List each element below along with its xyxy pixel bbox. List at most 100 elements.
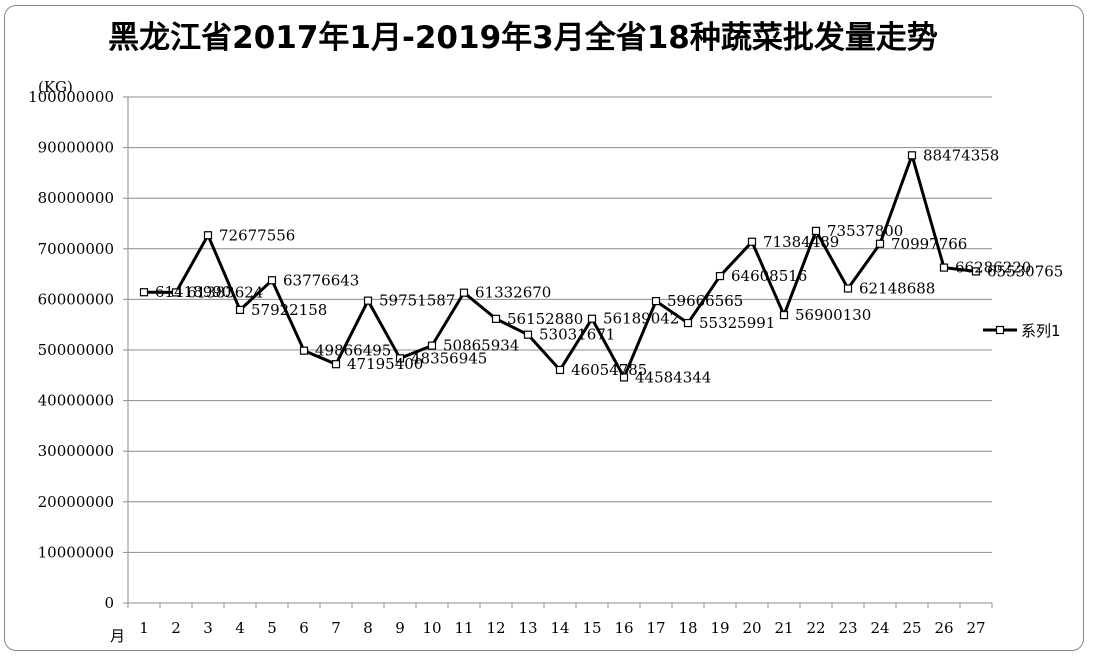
data-label: 71384489 [763, 233, 839, 251]
data-point [907, 151, 917, 160]
data-point [139, 288, 149, 297]
y-tick-label: 20000000 [38, 493, 114, 511]
data-point [235, 305, 245, 315]
data-label: 63776643 [283, 271, 359, 289]
data-point [715, 271, 725, 281]
y-tick-label: 50000000 [38, 341, 114, 359]
data-point [331, 360, 341, 369]
chart-frame [4, 5, 1084, 651]
x-tick-label: 21 [774, 619, 793, 637]
data-point [811, 226, 821, 235]
legend-label: 系列1 [1021, 322, 1061, 340]
data-label: 50865934 [443, 337, 519, 355]
data-label: 49866495 [315, 342, 391, 360]
data-point [171, 288, 181, 297]
x-tick-label: 8 [363, 619, 373, 637]
data-point [971, 267, 981, 276]
x-tick-label: 6 [299, 619, 309, 637]
data-point [747, 237, 757, 246]
y-tick-label: 80000000 [38, 189, 114, 207]
x-tick-label: 15 [582, 619, 601, 637]
x-tick-label: 2 [171, 619, 181, 637]
data-point [651, 296, 661, 306]
data-point [843, 284, 853, 293]
data-label: 59666565 [667, 292, 743, 310]
x-tick-label: 24 [870, 619, 889, 637]
data-point [299, 346, 309, 355]
x-tick-label: 17 [646, 619, 665, 637]
data-point [267, 276, 277, 285]
data-label: 64608516 [731, 267, 807, 285]
x-tick-label: 14 [550, 619, 569, 637]
data-label: 61383624 [187, 283, 263, 301]
x-tick-label: 22 [806, 619, 825, 637]
x-tick-label: 13 [518, 619, 537, 637]
data-point [555, 365, 565, 375]
data-label: 53031671 [539, 326, 615, 344]
y-tick-label: 100000000 [28, 88, 114, 106]
data-point [619, 373, 629, 382]
data-point [459, 288, 469, 297]
data-point [203, 231, 213, 240]
x-tick-label: 26 [934, 619, 953, 637]
series-line [143, 153, 977, 379]
data-label: 44584344 [635, 368, 711, 386]
y-tick-label: 0 [104, 594, 114, 612]
data-label: 66286220 [955, 259, 1031, 277]
y-tick-label: 40000000 [38, 392, 114, 410]
data-label: 48356945 [411, 349, 487, 367]
x-tick-label: 20 [742, 619, 761, 637]
y-tick-label: 30000000 [38, 442, 114, 460]
data-label: 59751587 [379, 292, 455, 310]
data-point [395, 354, 405, 363]
x-tick-label: 11 [454, 619, 473, 637]
x-tick-label: 3 [203, 619, 213, 637]
data-point [875, 239, 885, 248]
data-point [779, 310, 789, 320]
data-label: 62148688 [859, 280, 935, 298]
data-label: 56189042 [603, 310, 679, 328]
data-label: 88474358 [923, 146, 999, 164]
data-point [683, 318, 693, 328]
data-label: 57922158 [251, 301, 327, 319]
data-label: 61418990 [155, 283, 231, 301]
data-point [939, 263, 949, 272]
x-tick-label: 7 [331, 619, 341, 637]
data-point [587, 314, 597, 323]
data-point [523, 330, 533, 339]
data-label: 56152880 [507, 310, 583, 328]
data-label: 56900130 [795, 306, 871, 324]
x-tick-label: 19 [710, 619, 729, 637]
data-label: 55325991 [699, 314, 775, 332]
y-tick-label: 90000000 [38, 139, 114, 157]
x-tick-label: 10 [422, 619, 441, 637]
data-point [363, 296, 373, 305]
data-label: 70997766 [891, 235, 967, 253]
x-tick-label: 23 [838, 619, 857, 637]
y-axis-label: (KG) [38, 78, 73, 96]
x-tick-label: 5 [267, 619, 277, 637]
data-point [491, 314, 501, 323]
x-axis-label: 月 [110, 627, 125, 645]
x-tick-label: 1 [139, 619, 149, 637]
x-tick-label: 25 [902, 619, 921, 637]
data-label: 73537800 [827, 222, 903, 240]
y-tick-label: 60000000 [38, 290, 114, 308]
data-label: 72677556 [219, 226, 295, 244]
x-tick-label: 12 [486, 619, 505, 637]
data-label: 61332670 [475, 284, 551, 302]
chart-title: 黑龙江省2017年1月-2019年3月全省18种蔬菜批发量走势 [108, 20, 938, 56]
x-tick-label: 9 [395, 619, 405, 637]
x-tick-label: 27 [966, 619, 985, 637]
x-tick-label: 18 [678, 619, 697, 637]
y-tick-label: 70000000 [38, 240, 114, 258]
y-tick-label: 10000000 [38, 543, 114, 561]
x-tick-label: 16 [614, 619, 633, 637]
legend-marker [995, 325, 1005, 335]
data-label: 65530765 [987, 262, 1063, 280]
data-point [427, 341, 437, 350]
data-label: 46054785 [571, 361, 647, 379]
x-tick-label: 4 [235, 619, 245, 637]
data-label: 47195400 [347, 355, 423, 373]
